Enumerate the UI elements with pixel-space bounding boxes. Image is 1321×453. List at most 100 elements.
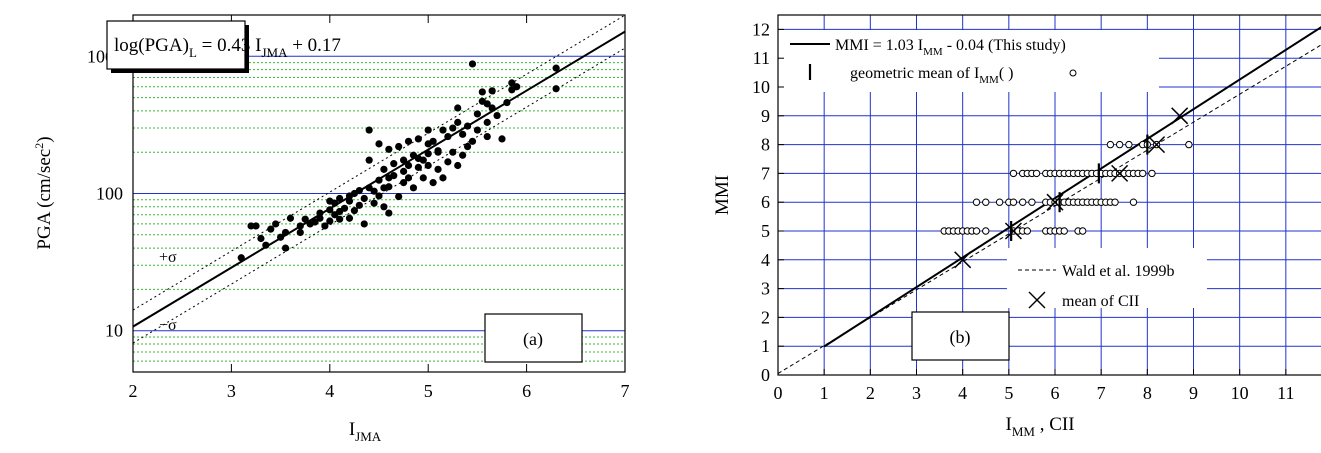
a-data-point [414,154,422,163]
a-data-points [237,60,560,262]
a-data-point [365,156,373,164]
a-data-point [336,215,344,223]
a-data-point [552,85,560,93]
a-data-point [552,64,560,72]
b-imm-circle [1139,169,1147,178]
a-data-point [355,186,363,195]
a-data-point [468,60,477,68]
b-imm-circle [1060,227,1068,235]
a-x-tick-label: 6 [522,381,531,401]
b-x-tick-label: 1 [820,383,829,403]
a-data-point [449,148,457,156]
a-data-point [237,254,245,262]
b-top-legend [779,30,1159,92]
a-data-point [360,220,368,228]
a-data-point [326,206,334,214]
b-legend-mean-label: geometric mean of IMM( ) [850,65,1014,86]
a-data-point [454,104,462,112]
a-x-tick-label: 3 [227,381,236,401]
a-data-point [281,228,290,237]
a-data-point [454,161,462,170]
a-data-point [375,192,383,200]
a-data-point [444,132,452,141]
a-data-point [508,79,516,87]
b-imm-circle [1148,169,1156,178]
a-data-point [483,132,491,141]
b-imm-circle [1106,140,1115,149]
a-data-point [296,222,304,230]
b-cii-mean-cross [1004,222,1022,240]
a-x-ticks: 2 3 4 5 6 7 [129,15,630,401]
b-y-tick-label: 4 [761,250,770,270]
a-data-point [473,126,481,134]
b-this-study-line [823,26,1321,348]
b-imm-circle [1079,227,1087,235]
b-y-tick-label: 9 [761,106,770,126]
a-data-point [326,197,334,205]
a-data-point [454,118,462,126]
a-data-point [463,122,472,130]
a-x-tick-label: 4 [325,381,334,401]
a-x-axis-label: IJMA [349,419,382,444]
a-data-point [404,137,413,145]
a-data-point [301,215,309,223]
a-data-point [316,214,324,222]
a-data-point [493,111,501,120]
a-data-point [311,218,319,226]
b-legend-solid-label: MMI = 1.03 IMM - 0.04 (This study) [835,37,1066,58]
b-legend-circle-swatch [1069,69,1077,77]
a-data-point [400,156,408,164]
a-data-point [281,244,290,252]
a-data-point [390,172,398,180]
a-data-point [424,126,432,134]
b-x-tick-label: 11 [1277,383,1294,403]
b-x-tick-label: 2 [866,383,875,403]
a-x-tick-label: 2 [129,381,138,401]
a-data-point [503,98,511,107]
b-x-axis-label: IMM , CII [1005,414,1074,439]
a-data-point [321,222,329,230]
b-cii-mean-cross [1171,107,1189,125]
b-cii-mean-cross [954,251,972,269]
b-imm-circle [1125,140,1133,149]
a-data-point [444,158,452,166]
b-imm-circle [982,198,990,206]
a-data-point [252,222,260,230]
b-imm-circle [995,198,1004,206]
b-x-tick-label: 7 [1097,383,1106,403]
a-y-tick-label: 10 [105,321,123,341]
a-data-point [409,184,418,192]
b-y-tick-label: 5 [761,221,770,241]
b-imm-circle [1185,140,1193,149]
a-data-point [247,222,255,230]
b-y-axis-label: MMI [712,175,733,215]
a-minus-sigma-label: −σ [159,317,177,334]
a-data-point [400,179,408,187]
a-data-point [395,142,403,151]
a-data-point [350,207,358,215]
b-bottom-legend [1007,248,1207,308]
a-panel-label-box [484,313,583,363]
a-data-point [483,100,491,108]
a-data-point [439,174,447,182]
a-data-point [370,187,378,195]
b-y-tick-label: 2 [761,307,770,327]
b-x-tick-label: 4 [958,383,967,403]
b-imm-circle [1111,198,1119,206]
a-data-point [277,233,285,241]
a-y-axis-label: PGA (cm/sec2) [32,136,55,249]
a-data-point [390,160,398,168]
b-y-tick-label: 12 [752,19,770,39]
a-data-point [316,209,324,217]
b-imm-circle [1115,140,1124,149]
a-data-point [513,83,521,91]
b-y-tick-label: 10 [752,77,770,97]
b-x-tick-label: 3 [912,383,921,403]
a-data-point [296,228,304,237]
b-y-tick-label: 11 [753,48,770,68]
a-data-point [286,214,295,222]
b-y-tick-label: 0 [761,365,770,385]
b-data-markers [940,107,1193,269]
